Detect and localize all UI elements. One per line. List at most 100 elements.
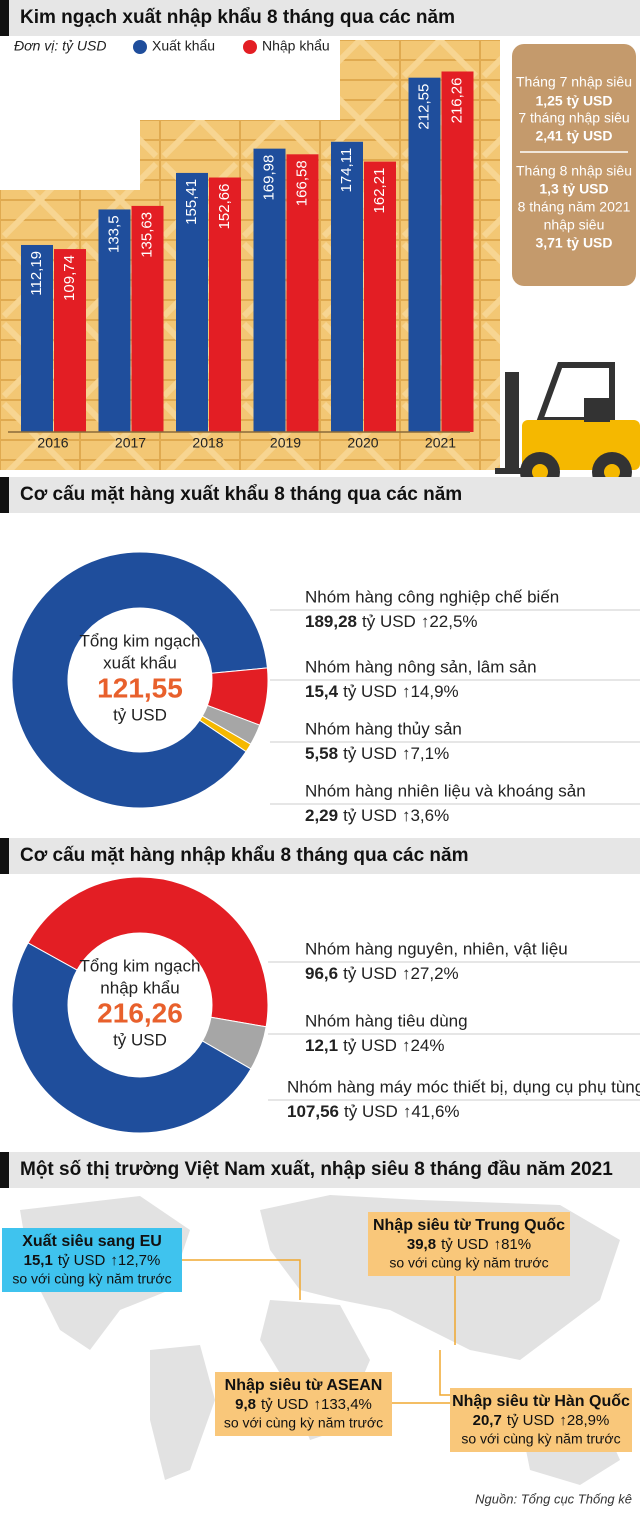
source: Nguồn: Tổng cục Thống kê (475, 1491, 632, 1506)
section-title: Một số thị trường Việt Nam xuất, nhập si… (20, 1159, 613, 1180)
item-value: 189,28 tỷ USD ↑22,5% (305, 612, 478, 631)
label-part: 15,1 (24, 1252, 53, 1269)
label-part: ↑14,9% (402, 682, 459, 701)
header-mark (0, 0, 9, 36)
label-part: tỷ USD (58, 1252, 106, 1269)
forklift (495, 362, 640, 492)
item-value: 5,58 tỷ USD ↑7,1% (305, 744, 449, 763)
item-value: 15,4 tỷ USD ↑14,9% (305, 682, 459, 701)
callout-title: Nhập siêu từ Trung Quốc (373, 1217, 565, 1234)
bar (209, 177, 241, 432)
header-mark (0, 1152, 9, 1188)
value-label: 135,63 (138, 212, 155, 258)
bar (286, 154, 319, 432)
callout-box (215, 1372, 392, 1436)
center-text: xuất khẩu (103, 653, 177, 672)
label-part: 9,8 (235, 1396, 256, 1413)
section-title: Kim ngạch xuất nhập khẩu 8 tháng qua các… (20, 7, 455, 28)
label-part: tỷ USD (343, 964, 397, 983)
callout-title: Nhập siêu từ Hàn Quốc (452, 1393, 630, 1410)
item-name: Nhóm hàng tiêu dùng (305, 1011, 468, 1030)
bar (253, 148, 286, 432)
item-name: Nhóm hàng nhiên liệu và khoáng sản (305, 781, 586, 800)
label-part: ↑81% (494, 1236, 532, 1253)
label-part: tỷ USD (344, 1102, 398, 1121)
donut-segment (198, 715, 252, 753)
note-box (512, 44, 636, 286)
item-name: Nhóm hàng thủy sản (305, 719, 462, 738)
bar (98, 209, 131, 432)
label-part: 2,29 (305, 806, 338, 825)
value-label: 152,66 (216, 184, 233, 230)
center-text: nhập khẩu (100, 978, 179, 997)
unit-label: Đơn vị: tỷ USD (14, 38, 106, 54)
bar (176, 172, 208, 433)
center-unit: tỷ USD (113, 705, 167, 724)
legend-swatch (133, 40, 147, 54)
bar (408, 77, 441, 433)
note: nhập siêu (544, 217, 605, 233)
bar (331, 141, 363, 432)
label-part: tỷ USD (343, 1036, 397, 1055)
label-part: 5,58 (305, 744, 338, 763)
x-tick-label: 2018 (192, 435, 223, 451)
x-tick-label: 2016 (37, 435, 68, 451)
center-text: Tổng kim ngạch (80, 631, 201, 650)
item-name: Nhóm hàng công nghiệp chế biến (305, 587, 559, 606)
callout-box (2, 1228, 182, 1292)
label-part: ↑3,6% (402, 806, 449, 825)
section-title: Cơ cấu mặt hàng nhập khẩu 8 tháng qua cá… (20, 845, 469, 866)
legend-label: Nhập khẩu (262, 38, 330, 54)
value-label: 155,41 (183, 179, 200, 225)
label-part: tỷ USD (507, 1412, 555, 1429)
callout-value: 39,8 tỷ USD ↑81% (407, 1236, 531, 1253)
callout-note: so với cùng kỳ năm trước (389, 1255, 548, 1271)
donut-segment (27, 876, 269, 1028)
callout-note: so với cùng kỳ năm trước (12, 1271, 171, 1287)
label-part: ↑41,6% (403, 1102, 460, 1121)
value-label: 133,5 (105, 215, 122, 253)
label-part: 96,6 (305, 964, 338, 983)
item-name: Nhóm hàng nguyên, nhiên, vật liệu (305, 939, 568, 958)
donut-segment (11, 942, 252, 1134)
note: Tháng 8 nhập siêu (516, 163, 632, 179)
note: 1,3 tỷ USD (539, 181, 608, 197)
header-bar (0, 838, 640, 874)
label-part: tỷ USD (343, 682, 397, 701)
bar (441, 71, 474, 433)
center-total: 121,55 (97, 672, 183, 703)
value-label: 162,21 (371, 168, 388, 214)
x-tick-label: 2017 (115, 435, 146, 451)
label-part: tỷ USD (261, 1396, 309, 1413)
header-mark (0, 477, 9, 513)
x-tick-label: 2021 (425, 435, 456, 451)
bar (54, 249, 86, 432)
label-part: ↑133,4% (314, 1396, 372, 1413)
center-total: 216,26 (97, 997, 183, 1028)
label-part: ↑12,7% (110, 1252, 160, 1269)
bar (21, 244, 53, 432)
bar (364, 161, 396, 432)
label-part: ↑24% (402, 1036, 445, 1055)
callout-note: so với cùng kỳ năm trước (461, 1431, 620, 1447)
note: 3,71 tỷ USD (535, 235, 612, 251)
note: Tháng 7 nhập siêu (516, 74, 632, 90)
label-part: ↑28,9% (559, 1412, 609, 1429)
center-unit: tỷ USD (113, 1030, 167, 1049)
header-bar (0, 1152, 640, 1188)
item-name: Nhóm hàng nông sản, lâm sản (305, 657, 537, 676)
note: 7 tháng nhập siêu (518, 110, 629, 126)
center-text: Tổng kim ngạch (80, 956, 201, 975)
item-value: 2,29 tỷ USD ↑3,6% (305, 806, 449, 825)
label-part: tỷ USD (343, 744, 397, 763)
callout-value: 9,8 tỷ USD ↑133,4% (235, 1396, 372, 1413)
label-part: tỷ USD (362, 612, 416, 631)
header-bar (0, 0, 640, 36)
label-part: ↑7,1% (402, 744, 449, 763)
value-label: 166,58 (293, 160, 310, 206)
label-part: 107,56 (287, 1102, 339, 1121)
label-part: ↑27,2% (402, 964, 459, 983)
value-label: 109,74 (61, 255, 78, 301)
label-part: tỷ USD (441, 1236, 489, 1253)
